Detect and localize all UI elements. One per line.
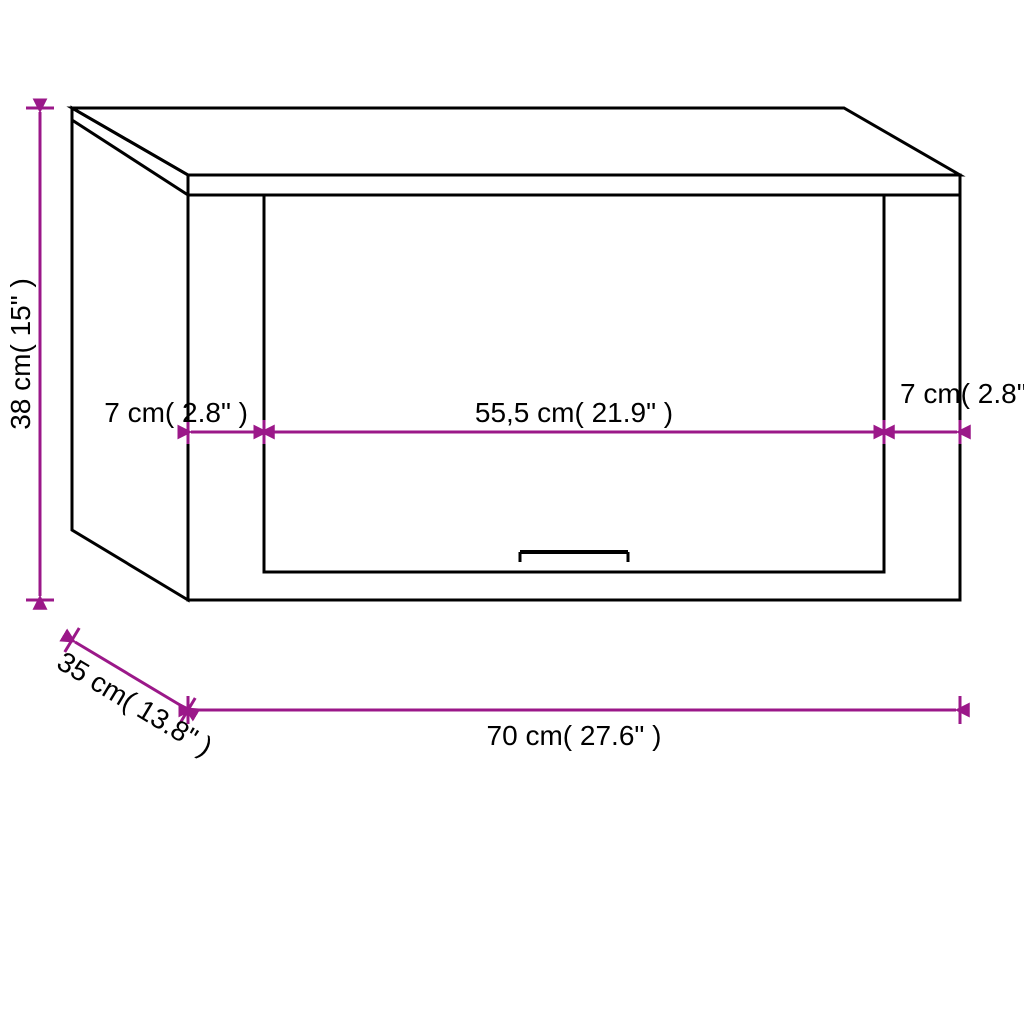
dimension-label: 7 cm( 2.8" ) <box>104 397 248 428</box>
dimension-label: 70 cm( 27.6" ) <box>487 720 662 751</box>
dimension-label: 55,5 cm( 21.9" ) <box>475 397 673 428</box>
dimension-label: 38 cm( 15" ) <box>5 278 36 430</box>
dimension-label: 7 cm( 2.8" ) <box>900 378 1024 409</box>
dimension-diagram: 38 cm( 15" )70 cm( 27.6" )35 cm( 13.8" )… <box>0 0 1024 1024</box>
